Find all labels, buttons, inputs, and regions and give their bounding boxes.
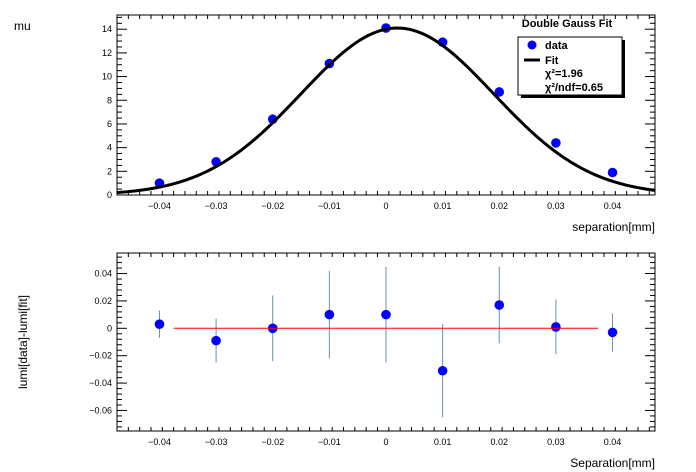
residual-point bbox=[494, 300, 505, 310]
residual-point bbox=[437, 365, 448, 376]
residual-y-tick-label: −0.04 bbox=[89, 378, 112, 388]
legend-entry-data: data bbox=[545, 40, 569, 52]
residual-x-tick-label: 0.02 bbox=[490, 437, 508, 447]
fit-axes: −0.04 −0.03 −0.02 −0.01 0 0.01 0.02 0.03 0.04 0 2 4… bbox=[102, 15, 655, 211]
fit-y-tick-label: 6 bbox=[107, 119, 112, 129]
chart-title: Double Gauss Fit bbox=[522, 18, 613, 30]
residual-x-axis-title: Separation[mm] bbox=[570, 456, 655, 470]
fit-panel: −0.04 −0.03 −0.02 −0.01 0 0.01 0.02 0.03 0.04 0 2 4… bbox=[14, 14, 656, 234]
fit-x-tick-label: 0.04 bbox=[604, 201, 622, 211]
fit-y-tick-label: 8 bbox=[107, 95, 112, 105]
residual-x-tick-label: −0.04 bbox=[148, 437, 171, 447]
fit-x-tick-label: 0.02 bbox=[490, 201, 508, 211]
legend-entry-fit: Fit bbox=[545, 55, 559, 67]
fit-y-tick-label: 2 bbox=[107, 166, 112, 176]
fit-y-tick-label: 0 bbox=[107, 190, 112, 200]
residual-point bbox=[551, 322, 561, 332]
residual-point bbox=[324, 309, 335, 320]
fit-x-tick-label: −0.03 bbox=[205, 201, 228, 211]
fit-y-tick-label: 12 bbox=[102, 48, 112, 58]
fit-x-tick-label: 0 bbox=[383, 201, 388, 211]
legend-data-marker bbox=[527, 40, 537, 50]
fit-x-tick-label: 0.01 bbox=[434, 201, 452, 211]
data-point bbox=[494, 87, 505, 97]
residual-plot-area bbox=[154, 266, 618, 418]
residual-x-tick-label: −0.01 bbox=[318, 437, 341, 447]
residual-y-tick-label: 0.02 bbox=[94, 296, 112, 306]
fit-x-tick-label: 0.03 bbox=[547, 201, 565, 211]
fit-x-tick-label: −0.04 bbox=[148, 201, 171, 211]
fit-plot-area bbox=[116, 23, 656, 195]
residual-x-tick-label: −0.02 bbox=[261, 437, 284, 447]
legend-chi2: χ²=1.96 bbox=[545, 68, 583, 80]
fit-plot-frame bbox=[116, 14, 656, 196]
residual-y-tick-label: 0 bbox=[107, 323, 112, 333]
residual-x-tick-label: 0.03 bbox=[547, 437, 565, 447]
residual-x-tick-label: 0.01 bbox=[434, 437, 452, 447]
data-point bbox=[607, 167, 618, 178]
residual-point bbox=[154, 319, 165, 330]
residual-plot-frame bbox=[116, 252, 656, 432]
fit-x-tick-label: −0.01 bbox=[318, 201, 341, 211]
fit-x-tick-label: −0.02 bbox=[261, 201, 284, 211]
residual-y-tick-label: 0.04 bbox=[94, 269, 112, 279]
data-point bbox=[551, 138, 561, 148]
fit-y-tick-label: 10 bbox=[102, 72, 112, 82]
residual-y-tick-label: −0.02 bbox=[89, 351, 112, 361]
residual-point bbox=[607, 327, 618, 338]
residual-x-tick-label: 0.04 bbox=[604, 437, 622, 447]
residual-point bbox=[211, 335, 221, 346]
residual-x-tick-label: 0 bbox=[383, 437, 388, 447]
residual-panel: −0.04 −0.03 −0.02 −0.01 0 0.01 0.02 0.03 0.04 −0.… bbox=[16, 252, 656, 470]
legend: data Fit χ²=1.96 χ²/ndf=0.65 bbox=[517, 36, 625, 98]
fit-y-tick-label: 14 bbox=[102, 24, 112, 34]
fit-y-tick-label: 4 bbox=[107, 143, 112, 153]
residual-y-axis-title: lumi[data]-lumi[fit] bbox=[16, 295, 30, 389]
residual-y-tick-label: −0.06 bbox=[89, 405, 112, 415]
residual-x-tick-label: −0.03 bbox=[205, 437, 228, 447]
residual-point bbox=[381, 309, 391, 320]
legend-chi2-ndf: χ²/ndf=0.65 bbox=[545, 82, 603, 94]
fit-x-axis-title: separation[mm] bbox=[572, 220, 655, 234]
residual-axes: −0.04 −0.03 −0.02 −0.01 0 0.01 0.02 0.03 0.04 −0.… bbox=[89, 253, 655, 447]
fit-curve bbox=[116, 26, 656, 195]
fit-y-axis-title: mu bbox=[14, 19, 31, 33]
